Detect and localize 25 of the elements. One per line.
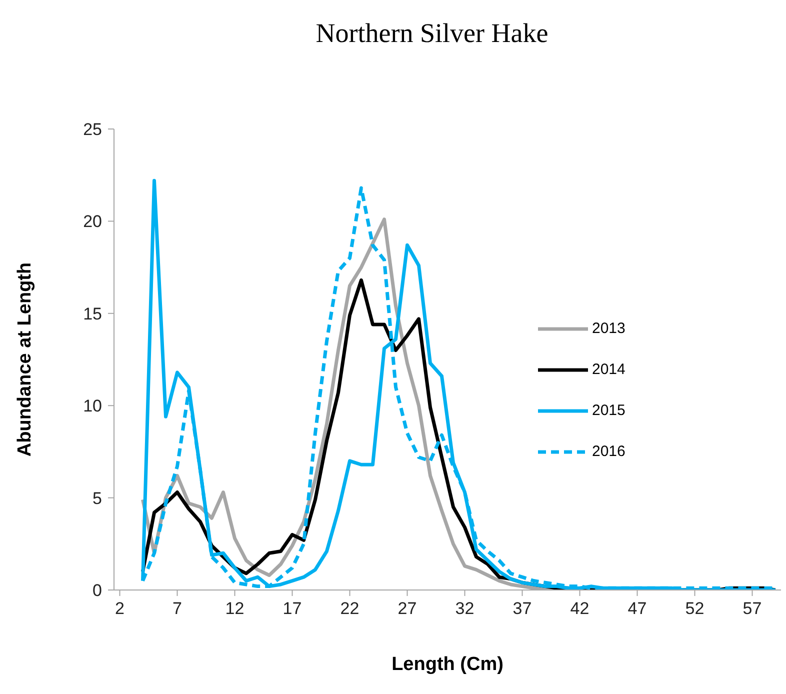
- x-tick-label: 12: [225, 599, 244, 618]
- y-axis-title: Abundance at Length: [14, 262, 36, 457]
- x-tick-label: 42: [570, 599, 590, 618]
- x-tick-label: 57: [742, 599, 762, 618]
- y-tick-label: 25: [83, 120, 102, 140]
- legend-label: 2014: [592, 361, 626, 378]
- x-axis-title: Length (Cm): [392, 654, 504, 675]
- x-tick-label: 17: [282, 599, 302, 618]
- y-tick-label: 0: [92, 581, 102, 600]
- x-tick-label: 52: [685, 599, 704, 618]
- x-tick-label: 2: [115, 599, 124, 618]
- x-tick-label: 22: [340, 599, 360, 618]
- x-tick-label: 7: [172, 599, 182, 618]
- x-tick-label: 27: [398, 599, 417, 618]
- y-tick-label: 10: [83, 396, 102, 416]
- legend-label: 2016: [592, 443, 626, 460]
- x-tick-label: 37: [512, 599, 532, 618]
- y-tick-label: 15: [83, 304, 102, 324]
- x-tick-label: 47: [628, 599, 647, 618]
- legend-label: 2013: [592, 320, 626, 337]
- y-tick-label: 20: [83, 212, 102, 232]
- x-tick-label: 32: [455, 599, 474, 618]
- legend-label: 2015: [592, 402, 626, 419]
- chart-title: Northern Silver Hake: [314, 18, 550, 49]
- y-tick-label: 5: [92, 488, 102, 508]
